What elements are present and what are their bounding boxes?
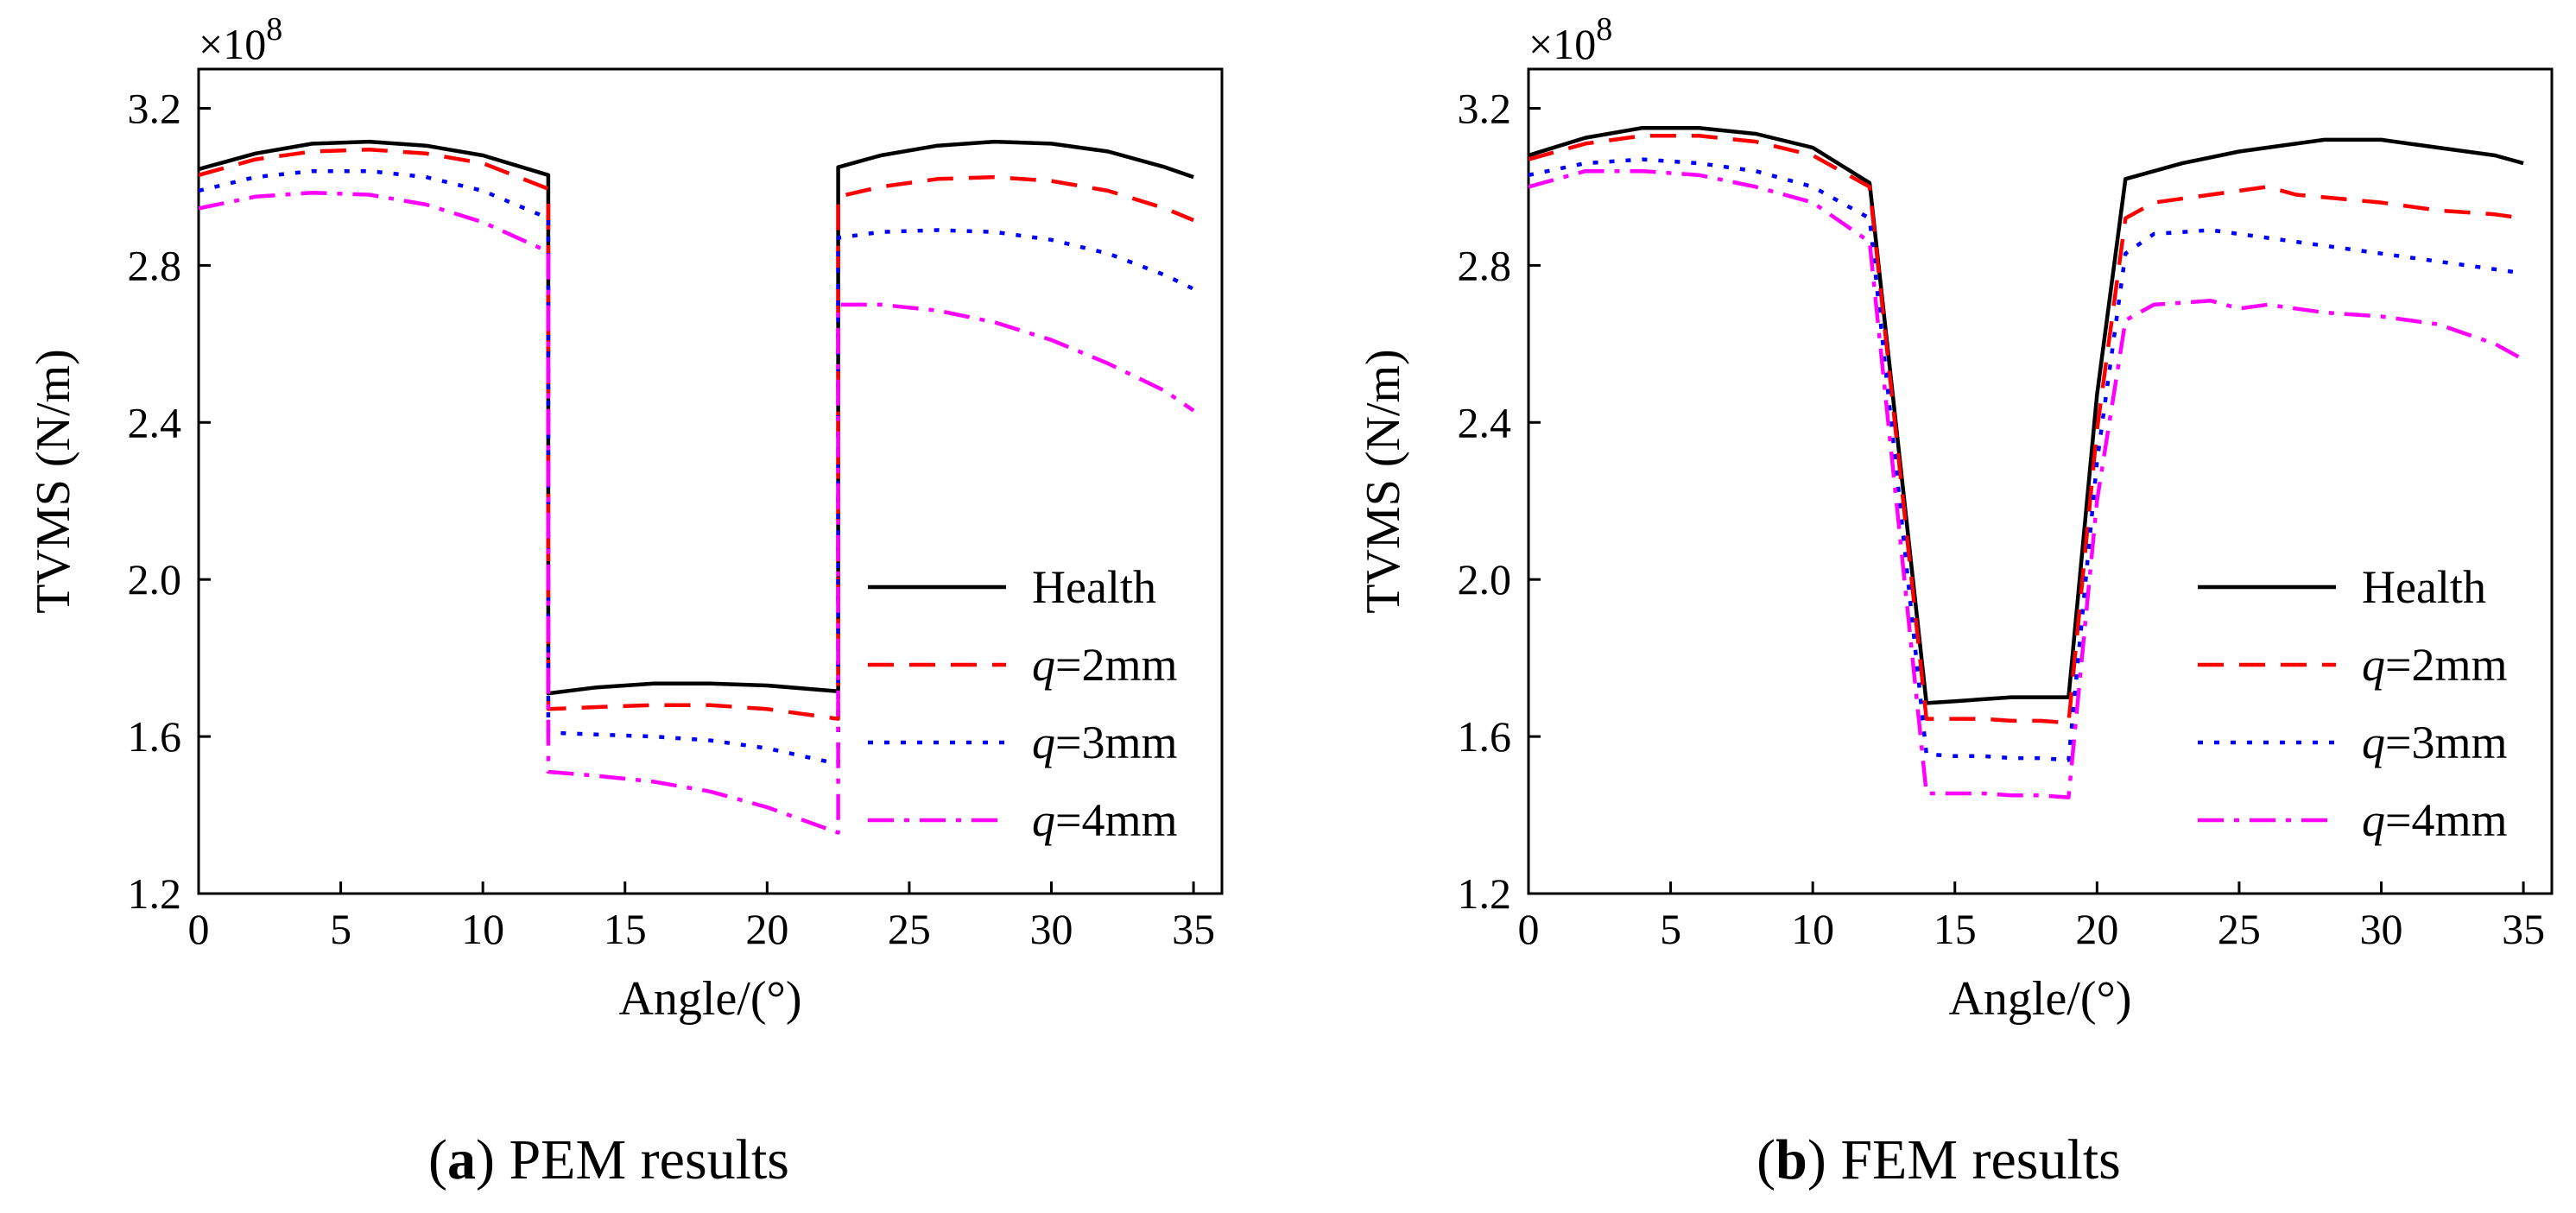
x-tick-label: 15 bbox=[604, 905, 647, 953]
x-tick-label: 15 bbox=[1934, 905, 1977, 953]
y-tick-label: 2.8 bbox=[128, 241, 182, 289]
y-multiplier-base: ×10 bbox=[1529, 20, 1596, 68]
series-line-q2mm bbox=[199, 147, 1194, 721]
y-tick-label: 1.2 bbox=[1458, 869, 1512, 918]
x-axis-label: Angle/(°) bbox=[618, 972, 801, 1026]
y-multiplier-base: ×10 bbox=[199, 20, 266, 68]
series-line-q4mm bbox=[1529, 168, 2525, 799]
x-tick-label: 10 bbox=[1791, 905, 1834, 953]
legend-entry: q=3mm bbox=[1032, 717, 1177, 768]
x-tick-label: 30 bbox=[1030, 905, 1073, 953]
plot-frame bbox=[1527, 67, 2554, 895]
y-multiplier: ×108 bbox=[199, 11, 282, 68]
x-tick-label: 0 bbox=[1518, 905, 1540, 953]
y-tick-label: 3.2 bbox=[128, 84, 182, 132]
y-multiplier: ×108 bbox=[1529, 11, 1612, 68]
y-axis-label: TVMS (N/m) bbox=[27, 349, 80, 613]
chart-panel-a: 0 5 10 15 20 25 30 35 1.2 1.6 2.0 2.4 2.8 3.2 ×108 Angl… bbox=[27, 11, 1224, 1191]
legend-entry-text: =4mm bbox=[2385, 794, 2507, 846]
legend-entry-var: q bbox=[1032, 794, 1055, 846]
y-tick-label: 2.0 bbox=[1458, 555, 1512, 603]
x-tick-label: 5 bbox=[330, 905, 351, 953]
legend-entry-text: =2mm bbox=[1055, 639, 1177, 691]
series-group bbox=[199, 139, 1195, 835]
chart-caption: (a) PEM results bbox=[428, 1128, 789, 1191]
x-tick-label: 20 bbox=[745, 905, 788, 953]
series-group bbox=[1529, 125, 2525, 799]
y-multiplier-exponent: 8 bbox=[1596, 11, 1612, 47]
y-tick-label: 1.2 bbox=[128, 869, 182, 918]
legend-entry: Health bbox=[2362, 561, 2486, 613]
x-tick-label: 25 bbox=[888, 905, 931, 953]
y-tick-label: 2.4 bbox=[128, 398, 182, 446]
legend-entry-text: Health bbox=[2362, 561, 2486, 613]
y-axis-label: TVMS (N/m) bbox=[1357, 349, 1410, 613]
caption-paren-open: ( bbox=[428, 1128, 447, 1191]
x-tick-label: 35 bbox=[2502, 905, 2545, 953]
y-multiplier-exponent: 8 bbox=[266, 11, 282, 47]
legend-entry: q=2mm bbox=[1032, 639, 1177, 691]
y-tick-label: 2.4 bbox=[1458, 398, 1512, 446]
legend-entry: q=2mm bbox=[2362, 639, 2507, 691]
legend-entry: Health bbox=[1032, 561, 1156, 613]
plot-frame bbox=[197, 67, 1224, 895]
legend-entry-var: q bbox=[1032, 717, 1055, 768]
legend-entry: q=4mm bbox=[1032, 794, 1177, 846]
series-line-q2mm bbox=[1529, 134, 2524, 725]
legend-entry-var: q bbox=[1032, 639, 1055, 691]
x-tick-label: 20 bbox=[2075, 905, 2118, 953]
chart-caption: (b) FEM results bbox=[1756, 1128, 2121, 1191]
y-tick-label: 1.6 bbox=[128, 712, 182, 761]
x-tick-label: 30 bbox=[2360, 905, 2403, 953]
y-tick-label: 2.0 bbox=[128, 555, 182, 603]
caption-paren-open: ( bbox=[1756, 1128, 1775, 1191]
legend-entry-var: q bbox=[2362, 717, 2385, 768]
x-tick-label: 25 bbox=[2218, 905, 2261, 953]
chart-panel-b: 0 5 10 15 20 25 30 35 1.2 1.6 2.0 2.4 2.8 3.2 ×108 Angl… bbox=[1357, 11, 2554, 1191]
caption-text: FEM results bbox=[1826, 1128, 2121, 1191]
caption-paren-close: ) bbox=[476, 1128, 495, 1191]
x-tick-label: 0 bbox=[188, 905, 210, 953]
legend-entry-text: =3mm bbox=[1055, 717, 1177, 768]
legend-entry-text: =4mm bbox=[1055, 794, 1177, 846]
x-tick-label: 35 bbox=[1172, 905, 1215, 953]
legend-entry-text: Health bbox=[1032, 561, 1156, 613]
caption-letter: a bbox=[447, 1128, 476, 1191]
x-tick-label: 10 bbox=[461, 905, 504, 953]
legend-entry-text: =3mm bbox=[2385, 717, 2507, 768]
y-tick-label: 1.6 bbox=[1458, 712, 1512, 761]
caption-letter: b bbox=[1775, 1128, 1807, 1191]
caption-paren-close: ) bbox=[1807, 1128, 1826, 1191]
legend-entry-var: q bbox=[2362, 639, 2385, 691]
legend-entry-var: q bbox=[2362, 794, 2385, 846]
caption-text: PEM results bbox=[495, 1128, 789, 1191]
x-axis-label: Angle/(°) bbox=[1948, 972, 2131, 1026]
series-line-health bbox=[1529, 125, 2524, 705]
y-tick-label: 2.8 bbox=[1458, 241, 1512, 289]
legend-entry-text: =2mm bbox=[2385, 639, 2507, 691]
legend-entry: q=3mm bbox=[2362, 717, 2507, 768]
y-tick-label: 3.2 bbox=[1458, 84, 1512, 132]
legend-entry: q=4mm bbox=[2362, 794, 2507, 846]
x-tick-label: 5 bbox=[1660, 905, 1681, 953]
